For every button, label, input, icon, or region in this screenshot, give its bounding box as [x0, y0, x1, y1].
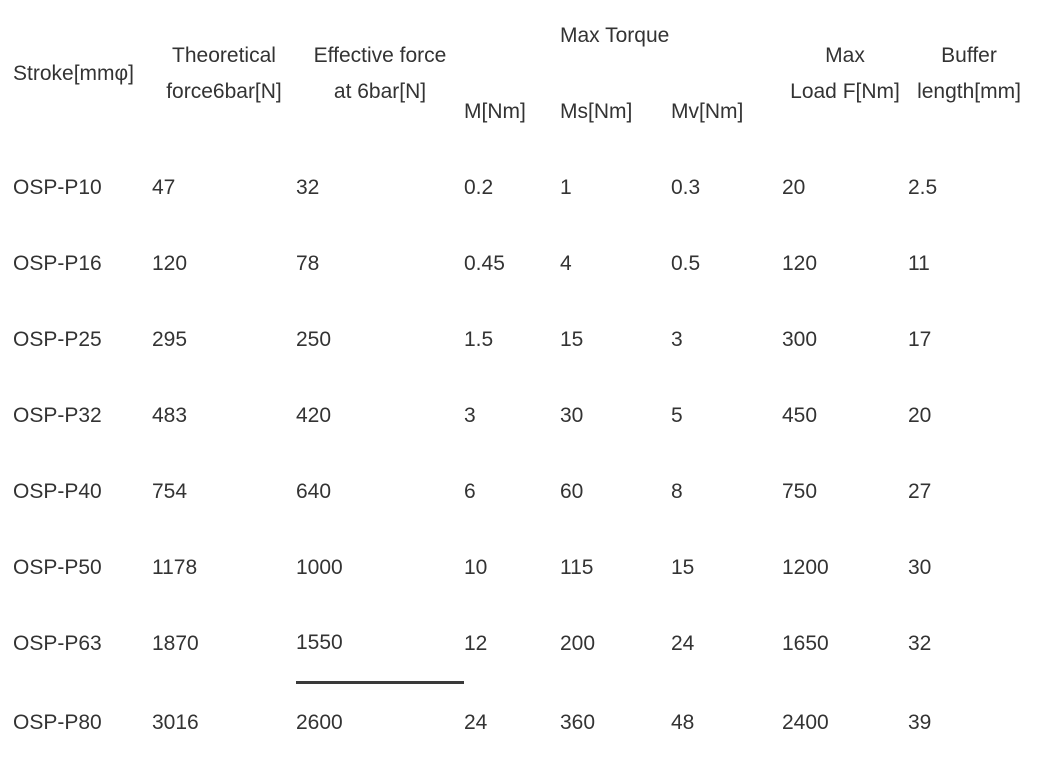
header-torque-ms: Ms[Nm] — [560, 100, 633, 123]
cell-model: OSP-P63 — [13, 632, 102, 655]
cell-torque-mv: 48 — [671, 711, 695, 734]
cell-effective-force: 32 — [296, 176, 320, 199]
cell-buffer-length: 32 — [908, 632, 932, 655]
cell-theoretical-force: 1178 — [152, 556, 198, 579]
cell-buffer-length: 20 — [908, 404, 932, 427]
cell-torque-mv: 24 — [671, 632, 695, 655]
cell-max-load: 1650 — [782, 632, 829, 655]
header-torque-m: M[Nm] — [464, 100, 526, 123]
header-torque-mv: Mv[Nm] — [671, 100, 744, 123]
cell-torque-ms: 360 — [560, 711, 596, 734]
cell-model: OSP-P25 — [13, 328, 102, 351]
cell-model: OSP-P50 — [13, 556, 102, 579]
cell-max-load: 120 — [782, 252, 818, 275]
cell-torque-ms: 60 — [560, 480, 584, 503]
cell-model: OSP-P40 — [13, 480, 102, 503]
cell-torque-m: 1.5 — [464, 328, 494, 351]
cell-torque-m: 24 — [464, 711, 488, 734]
cell-model: OSP-P32 — [13, 404, 102, 427]
cell-buffer-length: 2.5 — [908, 176, 938, 199]
header-theoretical-force-line2: force6bar[N] — [166, 80, 282, 103]
cell-model: OSP-P80 — [13, 711, 102, 734]
cell-torque-ms: 15 — [560, 328, 584, 351]
cell-max-load: 20 — [782, 176, 806, 199]
cell-buffer-length: 27 — [908, 480, 932, 503]
cell-torque-m: 12 — [464, 632, 488, 655]
cell-effective-force: 420 — [296, 404, 332, 427]
cell-torque-m: 0.45 — [464, 252, 505, 275]
cell-theoretical-force: 3016 — [152, 711, 199, 734]
header-buffer-length-line2: length[mm] — [917, 80, 1021, 103]
header-effective-force-line2: at 6bar[N] — [333, 80, 427, 103]
cell-torque-m: 3 — [464, 404, 476, 427]
cell-torque-ms: 115 — [560, 556, 594, 579]
cell-effective-force: 250 — [296, 328, 332, 351]
cell-effective-force: 1550 — [296, 631, 343, 654]
cell-torque-ms: 1 — [560, 176, 572, 199]
cell-buffer-length: 39 — [908, 711, 932, 734]
cell-buffer-length: 30 — [908, 556, 932, 579]
cell-max-load: 450 — [782, 404, 818, 427]
cell-theoretical-force: 1870 — [152, 632, 199, 655]
header-stroke: Stroke[mmφ] — [13, 62, 134, 85]
cell-effective-force: 2600 — [296, 711, 343, 734]
cell-torque-m: 10 — [464, 556, 488, 579]
header-effective-force-line1: Effective force — [313, 44, 447, 67]
cell-torque-mv: 3 — [671, 328, 683, 351]
cell-divider-line — [296, 681, 464, 684]
cell-model: OSP-P16 — [13, 252, 102, 275]
header-max-torque: Max Torque — [560, 24, 670, 47]
cell-max-load: 1200 — [782, 556, 829, 579]
cell-torque-ms: 30 — [560, 404, 584, 427]
cell-torque-mv: 15 — [671, 556, 695, 579]
cell-max-load: 750 — [782, 480, 818, 503]
cell-torque-m: 0.2 — [464, 176, 494, 199]
cell-theoretical-force: 754 — [152, 480, 188, 503]
cell-torque-mv: 5 — [671, 404, 683, 427]
cell-torque-mv: 0.3 — [671, 176, 701, 199]
cell-effective-force: 640 — [296, 480, 332, 503]
cell-max-load: 2400 — [782, 711, 829, 734]
cell-theoretical-force: 120 — [152, 252, 188, 275]
header-theoretical-force-line1: Theoretical — [172, 44, 276, 67]
header-max-load-line1: Max — [825, 44, 865, 67]
cell-torque-ms: 200 — [560, 632, 596, 655]
cell-torque-ms: 4 — [560, 252, 572, 275]
cell-torque-mv: 0.5 — [671, 252, 701, 275]
cell-effective-force: 1000 — [296, 556, 343, 579]
header-max-load-line2: Load F[Nm] — [790, 80, 900, 103]
cell-buffer-length: 11 — [908, 252, 930, 275]
cell-theoretical-force: 295 — [152, 328, 188, 351]
cell-theoretical-force: 483 — [152, 404, 188, 427]
cell-torque-mv: 8 — [671, 480, 683, 503]
header-buffer-length-line1: Buffer — [941, 44, 997, 67]
cell-model: OSP-P10 — [13, 176, 102, 199]
cell-effective-force: 78 — [296, 252, 320, 275]
cell-theoretical-force: 47 — [152, 176, 176, 199]
cell-torque-m: 6 — [464, 480, 476, 503]
cell-buffer-length: 17 — [908, 328, 932, 351]
cell-max-load: 300 — [782, 328, 818, 351]
